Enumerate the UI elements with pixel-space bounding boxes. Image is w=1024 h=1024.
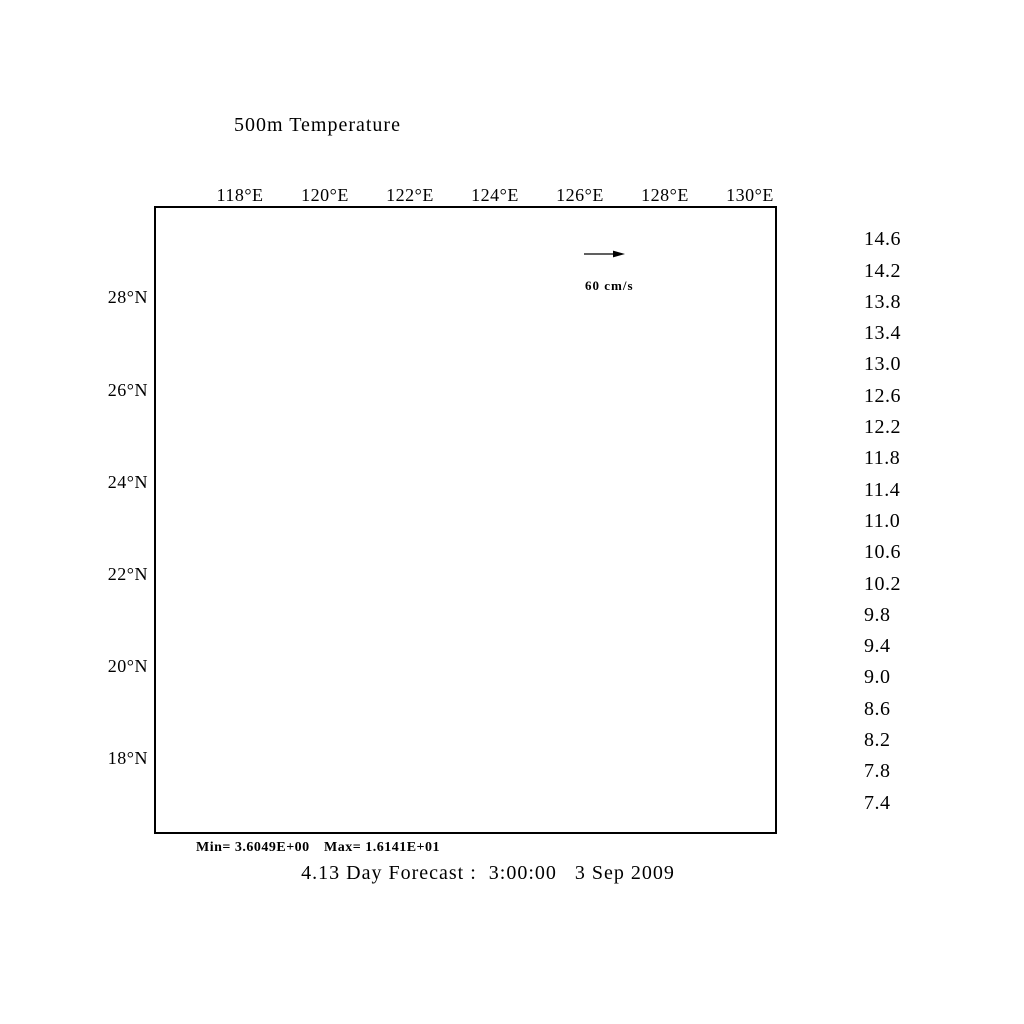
colorbar-tick-label: 10.6: [864, 541, 901, 563]
colorbar-tick-label: 8.2: [864, 729, 891, 751]
lon-tick-label: 126°E: [556, 185, 604, 205]
lon-tick-label: 118°E: [216, 185, 263, 205]
lat-tick-label: 28°N: [108, 287, 148, 307]
min-stat: Min= 3.6049E+00: [196, 840, 310, 855]
scale-arrow-label: 60 cm/s: [585, 278, 634, 293]
colorbar-tick-label: 7.4: [864, 792, 891, 814]
lon-tick-label: 130°E: [726, 185, 774, 205]
colorbar-tick-label: 14.2: [864, 260, 901, 282]
colorbar-tick-label: 9.8: [864, 604, 891, 626]
colorbar-tick-label: 11.8: [864, 447, 900, 469]
colorbar-tick-label: 7.8: [864, 760, 891, 782]
lon-tick-label: 120°E: [301, 185, 349, 205]
map-frame: [154, 206, 777, 834]
colorbar-tick-label: 8.6: [864, 698, 891, 720]
lat-tick-label: 24°N: [108, 472, 148, 492]
lat-tick-label: 22°N: [108, 564, 148, 584]
max-stat: Max= 1.6141E+01: [324, 840, 440, 855]
vector-scale-legend: 60 cm/s: [584, 250, 634, 293]
forecast-caption: 4.13 Day Forecast : 3:00:00 3 Sep 2009: [301, 862, 675, 884]
scale-arrow-head: [613, 250, 625, 258]
lon-tick-label: 122°E: [386, 185, 434, 205]
lon-tick-label: 124°E: [471, 185, 519, 205]
colorbar-tick-label: 12.6: [864, 385, 901, 407]
colorbar-tick-label: 9.4: [864, 635, 891, 657]
colorbar-tick-label: 14.6: [864, 228, 901, 250]
colorbar-tick-label: 12.2: [864, 416, 901, 438]
colorbar-tick-label: 10.2: [864, 573, 901, 595]
colorbar-tick-label: 11.0: [864, 510, 900, 532]
plot-title: 500m Temperature: [234, 114, 401, 136]
lat-tick-label: 18°N: [108, 748, 148, 768]
lon-tick-label: 128°E: [641, 185, 689, 205]
colorbar-tick-label: 11.4: [864, 479, 900, 501]
lat-tick-label: 20°N: [108, 656, 148, 676]
colorbar-tick-label: 13.0: [864, 353, 901, 375]
labels-layer: 500m Temperature 118°E 120°E 122°E 124°E…: [108, 114, 901, 884]
lat-tick-label: 26°N: [108, 380, 148, 400]
colorbar-tick-label: 13.8: [864, 291, 901, 313]
colorbar-tick-label: 9.0: [864, 666, 891, 688]
colorbar-tick-label: 13.4: [864, 322, 901, 344]
